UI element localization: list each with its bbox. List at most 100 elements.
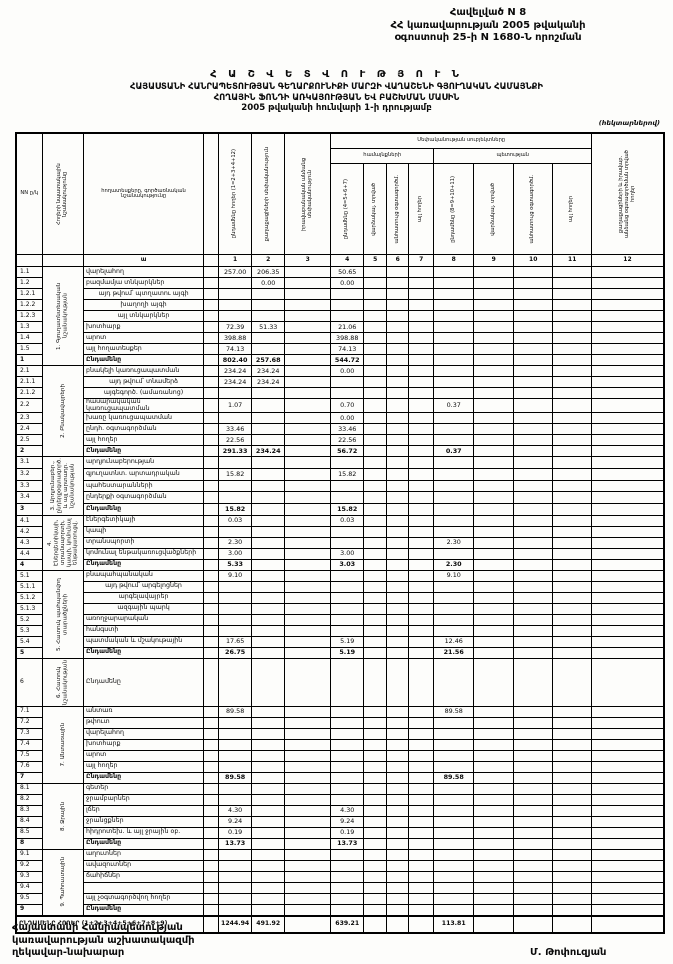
cell-c7 xyxy=(408,771,435,784)
table-row: 7.2 թփուտ xyxy=(15,716,665,729)
cell-c4 xyxy=(330,310,365,322)
cell-c7 xyxy=(408,288,435,300)
cell-c6 xyxy=(386,716,410,729)
cell-c1 xyxy=(218,613,253,626)
cell-c4 xyxy=(330,738,365,751)
cell-c6 xyxy=(386,445,410,458)
table-row: ա 1 2 3 4 5 6 7 8 9 10 11 12 xyxy=(15,254,665,267)
row-code: 3.2 xyxy=(15,467,43,481)
table-row: 5.1.3 ազգային պարկ xyxy=(15,602,665,615)
cell-c9 xyxy=(473,738,515,751)
cell-c10 xyxy=(513,332,554,344)
cell-c4: 3.00 xyxy=(330,547,365,560)
cell-c7 xyxy=(408,299,435,311)
cell-c10 xyxy=(513,771,554,784)
cell-c1 xyxy=(218,727,253,740)
cell-c3 xyxy=(284,859,332,872)
cell-c7 xyxy=(408,613,435,626)
cell-c3 xyxy=(284,591,332,604)
cell-c8: 21.56 xyxy=(433,646,475,659)
appendix-reference: Հավելված N 8 ՀՀ կառավարության 2005 թվակա… xyxy=(318,7,658,45)
cell-c4 xyxy=(330,536,365,549)
cell-c9 xyxy=(473,793,515,806)
cell-c1: 257.00 xyxy=(218,266,253,278)
cell-c3 xyxy=(284,793,332,806)
cell-c10 xyxy=(513,914,554,934)
row-code: 8 xyxy=(15,837,43,850)
cell-c10 xyxy=(513,837,554,850)
cell-c5 xyxy=(363,354,388,366)
cell-c5 xyxy=(363,826,388,839)
cell-c1 xyxy=(218,793,253,806)
cell-c1: 15.82 xyxy=(218,502,253,516)
cell-c11 xyxy=(552,804,593,817)
col-header-total: ընդամենը հողեր (1=2+3+4+12) xyxy=(218,132,253,255)
table-row: 3.3 պահեստարանների xyxy=(15,479,665,493)
row-label: այլ տնկարկներ xyxy=(83,310,205,322)
land-report-table-wrap: NN ը/կ Հողերի նպատակային նշանակությունը հո… xyxy=(15,132,665,934)
cell-a xyxy=(203,365,220,377)
col-header-state-leased: վարձակալ. տրված xyxy=(473,163,515,255)
cell-c10 xyxy=(513,299,554,311)
cell-c6 xyxy=(386,376,410,388)
cell-a xyxy=(203,771,220,784)
cell-c8 xyxy=(433,793,475,806)
cell-c5 xyxy=(363,397,388,414)
cell-c1 xyxy=(218,881,253,894)
row-code: 1.5 xyxy=(15,343,43,355)
col-header-nn: NN ը/կ xyxy=(15,132,43,255)
cell-c12 xyxy=(591,387,665,399)
cell-c12 xyxy=(591,903,665,917)
cell-c6 xyxy=(386,479,410,493)
cell-a xyxy=(203,547,220,560)
cell-c1 xyxy=(218,870,253,883)
row-label: արդյունաբերության xyxy=(83,456,205,469)
report-date-line: 2005 թվականի հունվարի 1-ի դրությամբ xyxy=(241,102,432,113)
row-code: 7.3 xyxy=(15,727,43,740)
cell-c11 xyxy=(552,423,593,436)
cell-c2 xyxy=(251,467,286,481)
row-label: այլ հողեր xyxy=(83,760,205,773)
cell-c10 xyxy=(513,387,554,399)
cell-c7 xyxy=(408,903,435,917)
cell-c3 xyxy=(284,332,332,344)
cell-c3 xyxy=(284,310,332,322)
cell-c9 xyxy=(473,870,515,883)
table-row: 4.2 կապի xyxy=(15,525,665,538)
cell-c8 xyxy=(433,491,475,504)
row-label: Ընդամենը xyxy=(83,646,205,659)
cell-c2 xyxy=(251,536,286,549)
row-code: 5.2 xyxy=(15,613,43,626)
letters-cell: 8 xyxy=(433,254,475,267)
row-label: բնակելի կառուցապատման xyxy=(83,365,205,377)
cell-c8 xyxy=(433,602,475,615)
cell-c2 xyxy=(251,613,286,626)
cell-c6 xyxy=(386,277,410,289)
cell-c5 xyxy=(363,343,388,355)
cell-c8 xyxy=(433,321,475,333)
cell-c5 xyxy=(363,456,388,469)
cell-c1 xyxy=(218,412,253,425)
cell-c1: 9.24 xyxy=(218,815,253,828)
cell-c5 xyxy=(363,321,388,333)
cell-c9 xyxy=(473,343,515,355)
cell-c1 xyxy=(218,848,253,861)
cell-c8 xyxy=(433,782,475,795)
row-code: 2.5 xyxy=(15,434,43,447)
cell-c10 xyxy=(513,558,554,571)
cell-c7 xyxy=(408,456,435,469)
cell-c9 xyxy=(473,859,515,872)
cell-c10 xyxy=(513,804,554,817)
row-code: 2.1.1 xyxy=(15,376,43,388)
cell-c4: 21.06 xyxy=(330,321,365,333)
cell-c11 xyxy=(552,502,593,516)
cell-c1: 26.75 xyxy=(218,646,253,659)
cell-c3 xyxy=(284,288,332,300)
row-code: 7 xyxy=(15,771,43,784)
cell-c11 xyxy=(552,456,593,469)
cell-c10 xyxy=(513,760,554,773)
cell-c11 xyxy=(552,343,593,355)
cell-c11 xyxy=(552,277,593,289)
table-row: 8 Ընդամենը 13.73 13.73 xyxy=(15,837,665,850)
table-row: 8.2 ջրամբարներ xyxy=(15,793,665,806)
